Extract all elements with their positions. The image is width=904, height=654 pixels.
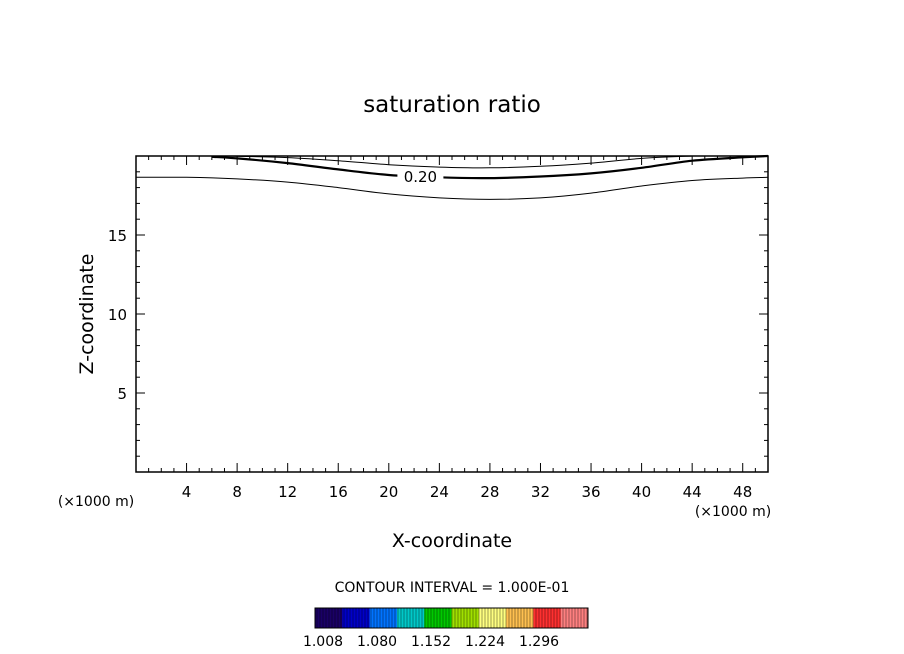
- colorbar-bands: [315, 608, 589, 628]
- x-unit-label: (×1000 m): [58, 494, 134, 510]
- x-tick-label: 48: [733, 483, 752, 501]
- x-tick-label: 4: [182, 483, 192, 501]
- y-tick-label: 10: [108, 306, 127, 324]
- contour-lines: 0.20: [135, 154, 769, 200]
- x-tick-label: 40: [632, 483, 651, 501]
- y-axis-ticks: 5 10 15: [108, 171, 768, 457]
- x-tick-label: 36: [581, 483, 600, 501]
- contour-label-bg: [397, 167, 444, 186]
- y-axis-label: Z-coordinate: [76, 254, 98, 375]
- chart-title: saturation ratio: [363, 92, 541, 118]
- colorbar-label: 1.008: [303, 634, 343, 650]
- y-unit-label: (×1000 m): [695, 504, 771, 520]
- colorbar-label: 1.296: [519, 634, 559, 650]
- contour-label: 0.20: [404, 168, 437, 186]
- contour-line: [224, 155, 693, 169]
- x-tick-label: 12: [278, 483, 297, 501]
- x-tick-label: 8: [232, 483, 242, 501]
- colorbar: 1.008 1.080 1.152 1.224 1.296: [303, 607, 589, 650]
- x-tick-label: 16: [329, 483, 348, 501]
- x-tick-label: 44: [683, 483, 702, 501]
- x-tick-label: 28: [480, 483, 499, 501]
- x-tick-label: 20: [379, 483, 398, 501]
- colorbar-label: 1.080: [357, 634, 397, 650]
- colorbar-label: 1.152: [411, 634, 451, 650]
- y-tick-label: 15: [108, 227, 127, 245]
- y-tick-label: 5: [117, 385, 127, 403]
- colorbar-band: [424, 608, 452, 628]
- colorbar-labels: 1.008 1.080 1.152 1.224 1.296: [303, 634, 559, 650]
- x-tick-label: 32: [531, 483, 550, 501]
- contour-interval-note: CONTOUR INTERVAL = 1.000E-01: [335, 580, 570, 596]
- colorbar-frame: [314, 607, 589, 629]
- x-tick-label: 24: [430, 483, 449, 501]
- colorbar-band: [451, 608, 480, 628]
- x-axis-ticks: 4 8 12 16 20 24 28 32 36 40 44 48: [148, 156, 756, 501]
- colorbar-band: [560, 608, 589, 628]
- colorbar-label: 1.224: [465, 634, 505, 650]
- colorbar-band: [369, 608, 398, 628]
- plot-frame: [135, 155, 769, 473]
- colorbar-band: [478, 608, 507, 628]
- contour-line: [135, 176, 769, 200]
- x-axis-label: X-coordinate: [392, 530, 512, 552]
